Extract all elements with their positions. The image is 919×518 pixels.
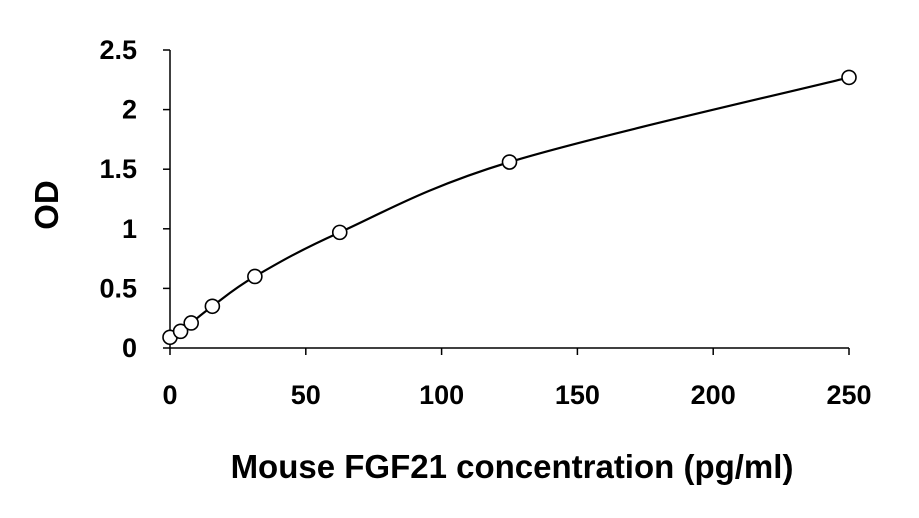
axes (169, 50, 849, 349)
y-tick-label: 1.5 (99, 154, 137, 184)
data-point (172, 323, 189, 340)
data-point (501, 154, 518, 170)
x-tick-label: 250 (826, 380, 871, 410)
y-tick-label: 1 (122, 214, 137, 244)
data-point (204, 298, 221, 315)
data-points (162, 69, 857, 346)
y-axis-title: OD (28, 180, 65, 230)
data-point (183, 315, 199, 331)
fit-curve-line (169, 76, 850, 339)
x-tick-label: 200 (691, 380, 736, 410)
data-point (841, 69, 857, 86)
x-axis-title: Mouse FGF21 concentration (pg/ml) (231, 448, 794, 485)
x-tick-label: 0 (162, 380, 177, 410)
y-axis-ticks: 0 0.5 1 1.5 2 2.5 (99, 35, 170, 363)
data-point (247, 268, 263, 285)
x-axis-ticks: 0 50 100 150 200 250 (162, 348, 872, 410)
x-tick-label: 150 (555, 380, 600, 410)
x-tick-label: 100 (419, 380, 464, 410)
data-point (331, 224, 348, 241)
y-tick-label: 0 (122, 333, 137, 363)
y-tick-label: 0.5 (99, 273, 137, 303)
y-tick-label: 2 (122, 95, 137, 125)
x-tick-label: 50 (291, 380, 321, 410)
y-tick-label: 2.5 (99, 35, 137, 65)
